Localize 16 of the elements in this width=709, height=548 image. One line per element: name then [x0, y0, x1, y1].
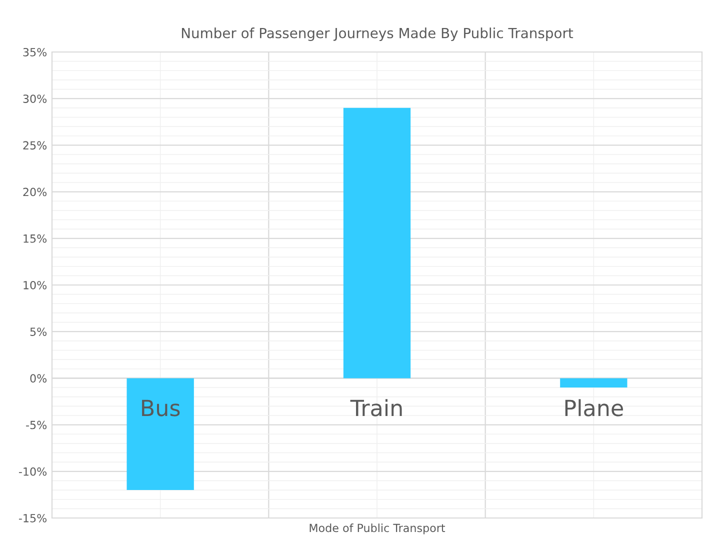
y-tick-label: 25%	[23, 141, 47, 150]
y-tick-label: 20%	[23, 188, 47, 196]
y-tick-label: -5%	[26, 420, 47, 430]
y-tick-label: 30%	[23, 94, 47, 103]
chart-title: Number of Passenger Journeys Made By Public Transport	[182, 28, 574, 41]
x-axis-title: Mode of Public Transport	[310, 524, 446, 534]
x-tick-label: Plane	[565, 399, 623, 416]
y-tick-label: 10%	[24, 280, 47, 290]
y-tick-label: -15%	[18, 514, 47, 522]
y-tick-label: -10%	[18, 467, 47, 476]
y-tick-label: 5%	[30, 328, 47, 336]
y-tick-label: 15%	[24, 234, 47, 243]
y-tick-label: 35%	[23, 48, 47, 56]
y-tick-label: 0%	[30, 374, 47, 383]
x-tick-label: Bus	[142, 400, 180, 416]
x-tick-label: Train	[350, 399, 402, 416]
